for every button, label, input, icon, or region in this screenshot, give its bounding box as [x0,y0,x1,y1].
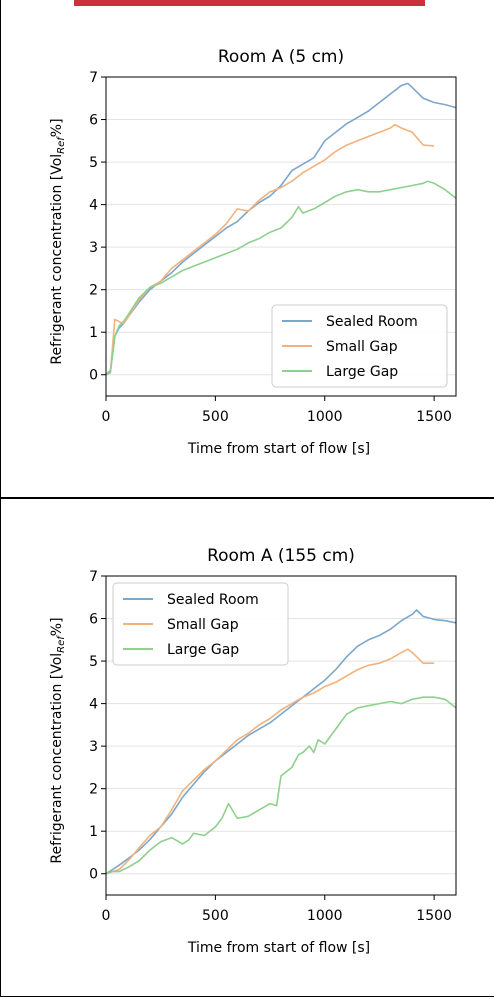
x-tick-label: 0 [102,908,111,924]
legend-label-sealed-room: Sealed Room [167,592,259,608]
x-tick-label: 500 [202,409,229,425]
x-tick-label: 0 [102,409,111,425]
chart-title: Room A (155 cm) [207,546,355,566]
series-line-small-gap [105,123,435,376]
chart-room-a-155cm: 0 1 2 3 4 5 6 7 0 500 1000 1500 Room A (155 cm) Time … [49,546,457,956]
y-tick-label: 1 [89,824,98,840]
chart-title: Room A (5 cm) [218,47,344,67]
y-tick-label: 5 [89,155,98,171]
y-tick-label: 0 [89,867,98,883]
plot-frame [105,575,457,896]
x-tick-label: 1000 [307,409,343,425]
plot-frame [105,76,457,397]
series-line-large-gap [105,180,457,376]
x-axis-label: Time from start of flow [s] [187,940,370,956]
y-tick-label: 7 [89,569,98,585]
y-tick-label: 2 [89,782,98,798]
y-tick-label: 7 [89,70,98,86]
y-tick-label: 5 [89,654,98,670]
y-tick-label: 3 [89,739,98,755]
series-line-sealed-room [105,609,457,875]
y-axis-label-subscript: Ref [56,136,67,154]
legend-box [112,582,289,666]
x-tick-label: 1500 [416,409,452,425]
y-tick-label: 6 [89,612,98,628]
chart-room-a-5cm: 0 1 2 3 4 5 6 7 0 500 1000 1500 Room A (5 cm) Time fr… [49,47,457,457]
chart-panel-room-a-155cm: 0 1 2 3 4 5 6 7 0 500 1000 1500 Room A (155 cm) Time … [0,498,494,997]
series-line-small-gap [105,648,435,875]
top-accent-bar [74,0,425,6]
legend-label-small-gap: Small Gap [167,617,239,633]
legend-box [271,304,448,388]
y-axis-label-subscript: Ref [56,635,67,653]
y-axis-label-main: Refrigerant concentration [Vol [49,653,65,864]
series-line-sealed-room [105,82,457,376]
y-axis-label-end: %] [49,617,65,636]
y-tick-label: 0 [89,368,98,384]
y-tick-label: 6 [89,113,98,129]
chart-panel-room-a-5cm: 0 1 2 3 4 5 6 7 0 500 1000 1500 Room A (5 cm) Time fr… [0,0,494,498]
legend-label-sealed-room: Sealed Room [326,314,418,330]
legend-label-small-gap: Small Gap [326,339,398,355]
y-tick-label: 2 [89,283,98,299]
y-axis-label-main: Refrigerant concentration [Vol [49,154,65,365]
y-tick-label: 4 [89,697,98,713]
y-axis-label: Refrigerant concentration [VolRef%] [49,617,67,863]
legend-label-large-gap: Large Gap [167,642,239,658]
x-tick-label: 1500 [416,908,452,924]
y-axis-label: Refrigerant concentration [VolRef%] [49,118,67,364]
x-tick-label: 500 [202,908,229,924]
y-tick-label: 1 [89,325,98,341]
y-tick-label: 3 [89,240,98,256]
series-line-large-gap [105,696,457,875]
legend-label-large-gap: Large Gap [326,364,398,380]
y-axis-label-end: %] [49,118,65,137]
x-axis-label: Time from start of flow [s] [187,441,370,457]
x-tick-label: 1000 [307,908,343,924]
y-tick-label: 4 [89,198,98,214]
